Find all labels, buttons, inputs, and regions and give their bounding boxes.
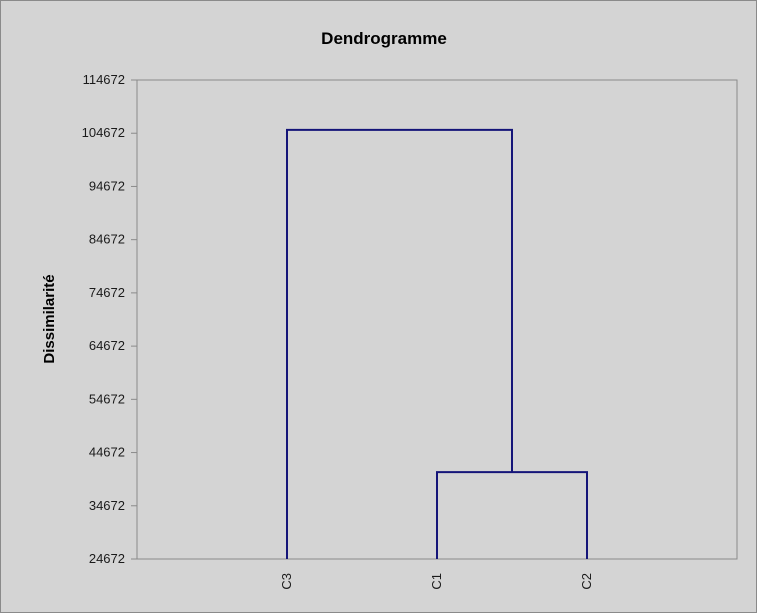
y-tick-label: 44672 — [89, 445, 125, 460]
dendrogram-link-1 — [436, 471, 588, 559]
x-tick-label-c2: C2 — [579, 573, 594, 590]
y-tick-label: 94672 — [89, 178, 125, 193]
y-tick-label: 74672 — [89, 285, 125, 300]
x-tick-label-c1: C1 — [429, 573, 444, 590]
dendrogram-links — [286, 128, 588, 559]
y-tick-label: 84672 — [89, 232, 125, 247]
y-tick-label: 104672 — [82, 125, 125, 140]
x-tick-label-c3: C3 — [279, 573, 294, 590]
dendrogram-link-2 — [286, 128, 513, 559]
chart-title: Dendrogramme — [321, 29, 447, 48]
y-tick-label: 64672 — [89, 338, 125, 353]
y-tick-label: 24672 — [89, 551, 125, 566]
y-axis-title: Dissimilarité — [41, 274, 58, 363]
y-tick-label: 34672 — [89, 498, 125, 513]
y-axis-ticks: 24672 34672 44672 54672 64672 74672 84672 94672… — [82, 72, 137, 566]
x-axis-ticks: C3 C1 C2 — [279, 573, 594, 590]
y-tick-label: 54672 — [89, 391, 125, 406]
y-tick-label: 114672 — [83, 72, 125, 87]
